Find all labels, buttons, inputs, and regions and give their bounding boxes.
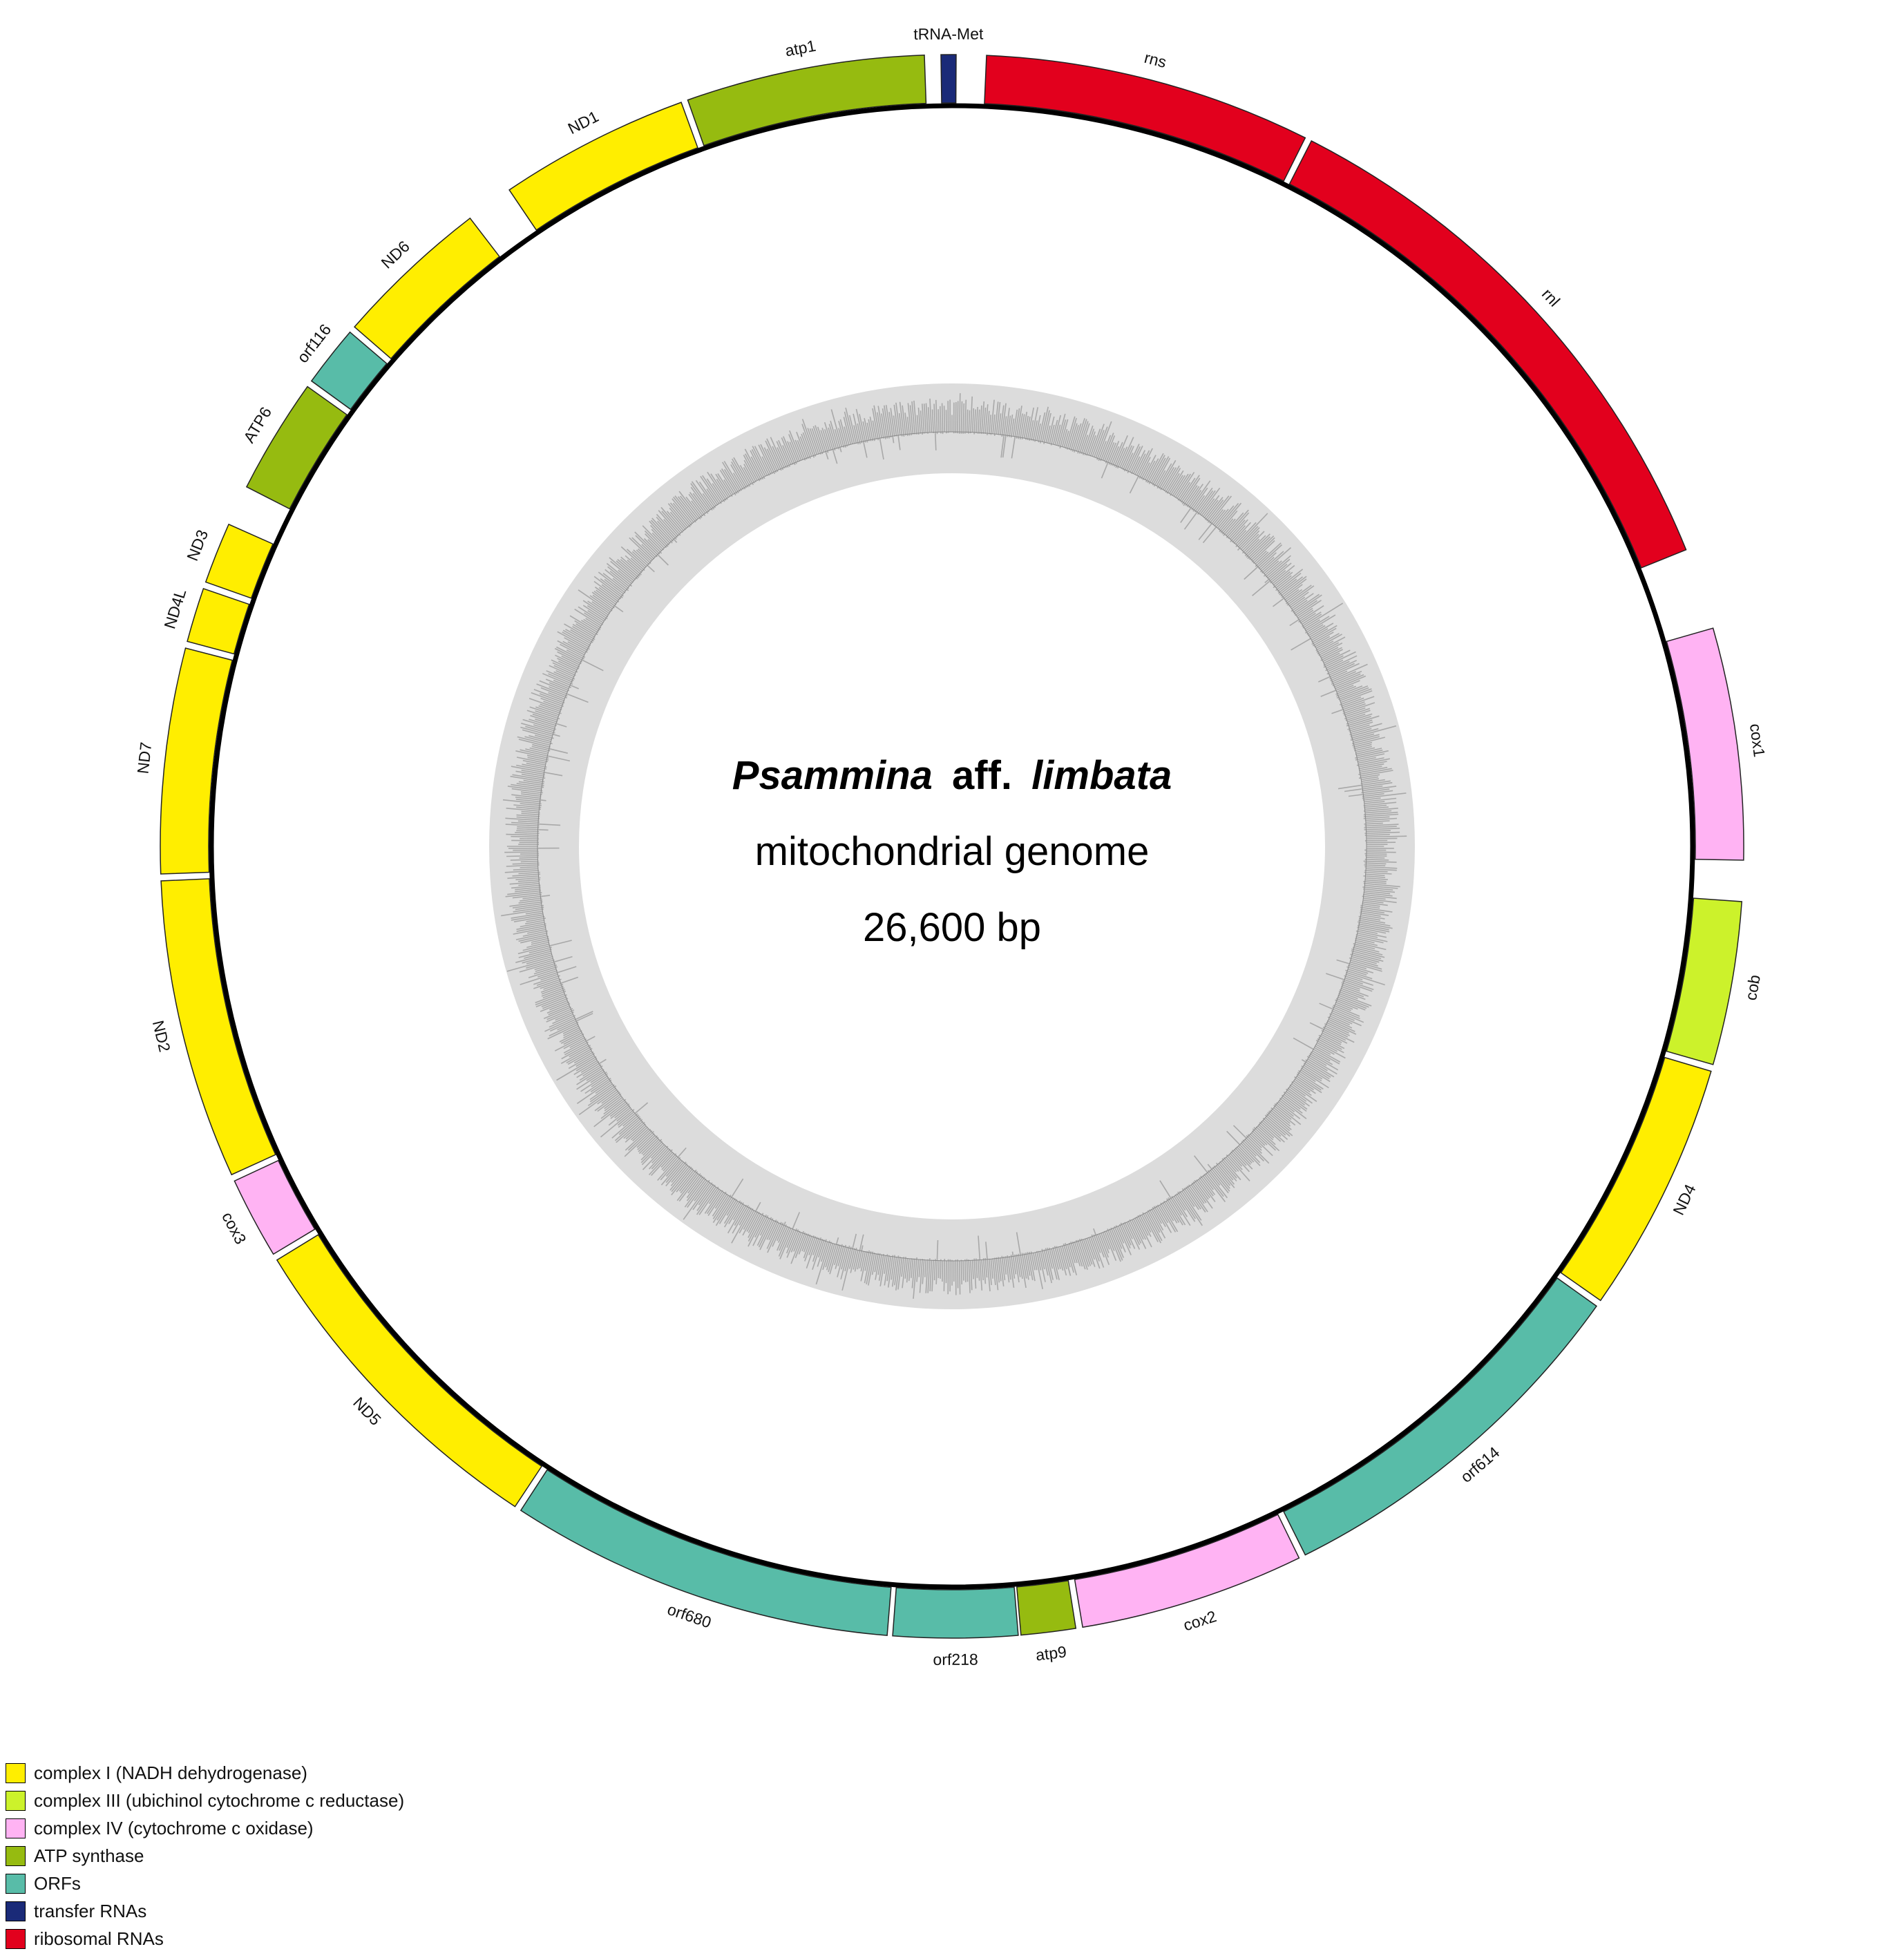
gene-label-trna-met: tRNA-Met <box>913 25 984 43</box>
legend-item-orf: ORFs <box>6 1870 404 1897</box>
legend-label: complex IV (cytochrome c oxidase) <box>34 1817 314 1838</box>
gene-track <box>160 54 1744 1639</box>
gene-atp1 <box>687 54 927 146</box>
gene-orf116 <box>310 331 388 410</box>
legend-swatch <box>6 1873 26 1894</box>
legend-label: ORFs <box>34 1872 81 1894</box>
gene-rnl <box>1288 140 1687 569</box>
gene-label-cox1: cox1 <box>1746 723 1769 759</box>
gene-label-orf218: orf218 <box>933 1651 978 1669</box>
legend-label: ATP synthase <box>34 1845 144 1866</box>
gene-label-rnl: rnl <box>1539 285 1563 310</box>
legend-item-trna: transfer RNAs <box>6 1897 404 1925</box>
gene-atp9 <box>1016 1579 1077 1636</box>
genome-backbone-circle <box>209 103 1695 1590</box>
legend-item-rrna: ribosomal RNAs <box>6 1925 404 1952</box>
legend-swatch <box>6 1762 26 1783</box>
gene-nd1 <box>508 102 698 231</box>
gc-content-track <box>489 383 1415 1309</box>
svg-text:Psammina aff. limb: Psammina aff. limbata <box>732 753 1172 798</box>
gene-cox1 <box>1666 627 1744 861</box>
gene-label-nd3: ND3 <box>183 527 211 563</box>
legend-swatch <box>6 1790 26 1811</box>
title-aff: aff. <box>952 753 1012 798</box>
gene-nd6 <box>354 217 501 360</box>
gene-nd4 <box>1560 1056 1712 1302</box>
title-length: 26,600 bp <box>863 905 1041 950</box>
legend-swatch <box>6 1818 26 1838</box>
gc-track-midline <box>537 431 1367 1262</box>
legend-item-c4: complex IV (cytochrome c oxidase) <box>6 1814 404 1842</box>
gene-label-nd4l: ND4L <box>160 587 189 631</box>
gene-label-atp6: ATP6 <box>240 403 275 446</box>
legend-label: complex III (ubichinol cytochrome c redu… <box>34 1789 405 1811</box>
legend-swatch <box>6 1845 26 1866</box>
gene-label-cob: cob <box>1742 973 1764 1002</box>
gene-cox3 <box>234 1159 316 1255</box>
title-species: limbata <box>1031 753 1172 798</box>
title-genus: Psammina <box>732 753 933 798</box>
gene-label-nd1: ND1 <box>565 107 602 137</box>
gene-trna-met <box>940 54 957 104</box>
legend-item-c1: complex I (NADH dehydrogenase) <box>6 1759 404 1787</box>
gene-label-rns: rns <box>1143 48 1168 71</box>
legend-label: transfer RNAs <box>34 1900 147 1921</box>
gene-label-nd7: ND7 <box>134 741 155 775</box>
gene-label-nd4: ND4 <box>1669 1181 1699 1218</box>
gene-orf614 <box>1283 1277 1598 1556</box>
gene-orf680 <box>520 1469 892 1636</box>
legend-swatch <box>6 1901 26 1921</box>
gene-label-atp9: atp9 <box>1035 1642 1068 1664</box>
gene-label-cox3: cox3 <box>218 1209 250 1247</box>
gene-label-atp1: atp1 <box>783 37 817 60</box>
legend: complex I (NADH dehydrogenase) complex II… <box>6 1759 404 1952</box>
title-subtitle: mitochondrial genome <box>755 829 1150 874</box>
gene-label-nd2: ND2 <box>149 1018 174 1054</box>
center-title: Psammina aff. limbata mitochondrial geno… <box>732 753 1172 950</box>
gene-label-orf680: orf680 <box>665 1600 714 1632</box>
legend-item-atp: ATP synthase <box>6 1842 404 1870</box>
legend-label: complex I (NADH dehydrogenase) <box>34 1762 307 1783</box>
gene-nd5 <box>276 1234 543 1508</box>
legend-label: ribosomal RNAs <box>34 1928 164 1949</box>
gene-label-cox2: cox2 <box>1181 1607 1219 1635</box>
gene-label-nd5: ND5 <box>350 1394 385 1429</box>
gene-cob <box>1666 897 1743 1065</box>
gene-cox2 <box>1074 1514 1300 1628</box>
gc-content-bars <box>501 393 1407 1299</box>
gene-nd3 <box>204 523 274 599</box>
gene-nd7 <box>160 647 234 875</box>
gene-label-nd6: ND6 <box>378 237 413 272</box>
gene-nd2 <box>160 878 276 1176</box>
legend-swatch <box>6 1928 26 1949</box>
gene-rns <box>984 55 1306 182</box>
gene-atp6 <box>245 386 348 510</box>
gene-orf218 <box>892 1586 1019 1639</box>
gene-nd4l <box>187 587 250 655</box>
legend-item-c3: complex III (ubichinol cytochrome c redu… <box>6 1787 404 1814</box>
